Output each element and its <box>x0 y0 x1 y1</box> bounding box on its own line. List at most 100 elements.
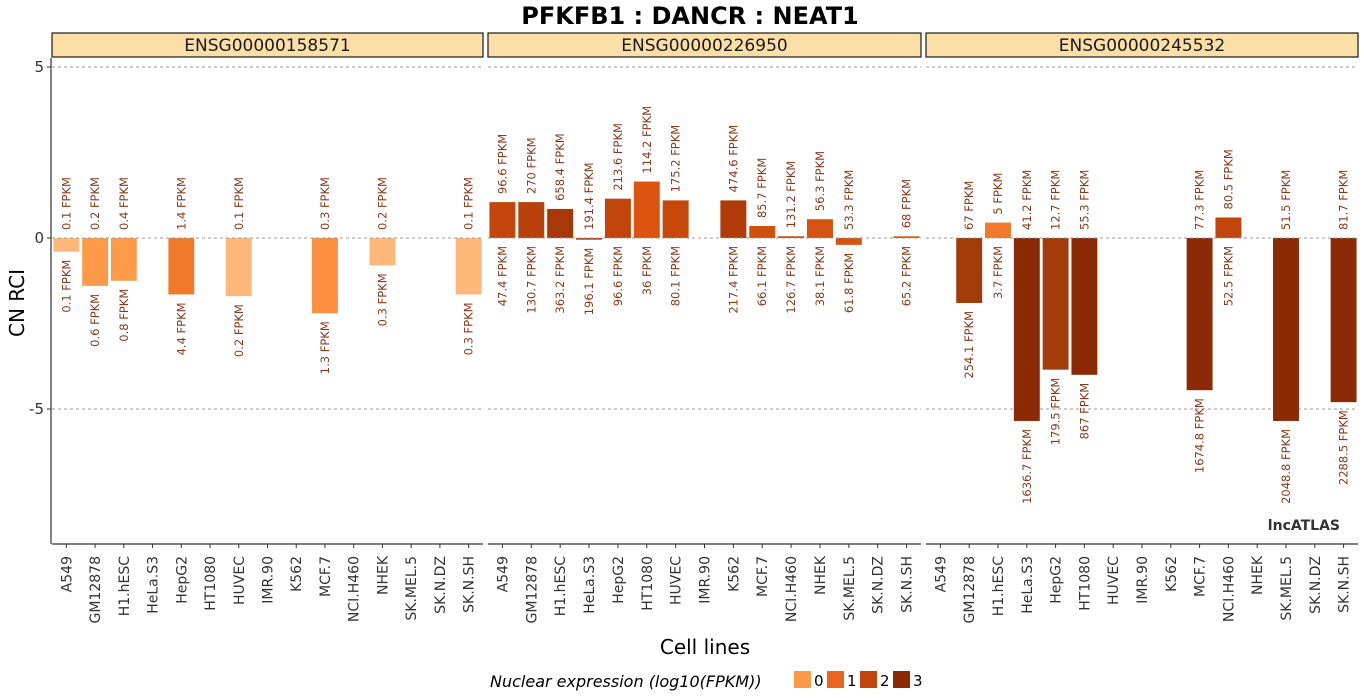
bar-GM12878 <box>82 238 109 286</box>
bar-bottom-label: 52.5 FPKM <box>1221 246 1235 306</box>
bar-HeLa.S3 <box>1013 238 1040 421</box>
panel-ENSG00000226950: ENSG00000226950 A549 GM12878 H1.hESC HeLa.S3… <box>487 32 922 623</box>
bar-bottom-label: 80.1 FPKM <box>669 246 683 306</box>
bar-bottom-label: 47.4 FPKM <box>495 246 509 306</box>
bar-bottom-label: 130.7 FPKM <box>524 246 538 314</box>
x-tick-label: NHEK <box>1250 555 1266 595</box>
bar-bottom-label: 1636.7 FPKM <box>1020 429 1034 504</box>
x-tick-label: H1.hESC <box>991 556 1007 616</box>
bar-top-label: 68 FPKM <box>900 179 914 228</box>
x-tick-label: SK.N.SH <box>900 556 916 613</box>
bar-top-label: 114.2 FPKM <box>640 106 654 174</box>
bar-SK.N.SH <box>455 238 482 295</box>
x-tick-label: K562 <box>726 556 742 592</box>
bar-bottom-label: 38.1 FPKM <box>813 246 827 306</box>
bar-top-label: 0.2 FPKM <box>88 177 102 230</box>
bar-bottom-label: 0.1 FPKM <box>59 260 73 313</box>
bar-H1.hESC <box>547 208 574 238</box>
lncatlas-watermark: lncATLAS <box>1268 518 1340 534</box>
x-tick-label: NCI.H460 <box>784 556 800 622</box>
legend-label: 3 <box>913 672 923 690</box>
bar-HeLa.S3 <box>576 238 603 240</box>
bar-K562 <box>720 200 747 238</box>
x-tick-label: HUVEC <box>1106 556 1122 605</box>
bar-top-label: 77.3 FPKM <box>1193 170 1207 230</box>
facet-panels: ENSG00000158571 A549 GM12878 H1.hESC HeLa.S3… <box>51 32 1359 623</box>
x-tick-label: MCF.7 <box>318 556 334 597</box>
bar-top-label: 0.2 FPKM <box>375 177 389 230</box>
x-tick-label: SK.MEL.5 <box>404 556 420 621</box>
legend-label: 2 <box>880 672 890 690</box>
bar-top-label: 270 FPKM <box>524 137 538 194</box>
bar-top-label: 1.4 FPKM <box>174 177 188 230</box>
bar-NCI.H460 <box>1215 217 1242 238</box>
y-tick-label: 5 <box>34 58 44 76</box>
bar-bottom-label: 0.8 FPKM <box>117 289 131 342</box>
bar-bottom-label: 2048.8 FPKM <box>1279 429 1293 504</box>
legend-title: Nuclear expression (log10(FPKM)) <box>490 672 762 691</box>
bar-HepG2 <box>168 238 195 295</box>
x-tick-label: HepG2 <box>611 556 627 604</box>
x-tick-label: MCF.7 <box>1193 556 1209 597</box>
bar-HT1080 <box>633 181 660 238</box>
bar-bottom-label: 363.2 FPKM <box>553 246 567 314</box>
legend-swatch <box>794 671 811 688</box>
bar-top-label: 658.4 FPKM <box>553 133 567 201</box>
y-axis-title: CN RCI <box>5 269 29 337</box>
x-tick-label: GM12878 <box>962 556 978 623</box>
bar-top-label: 81.7 FPKM <box>1337 170 1351 230</box>
y-axis: 5 0 -5 <box>29 58 52 544</box>
y-tick-label: 0 <box>34 229 44 247</box>
x-tick-label: SK.MEL.5 <box>842 556 858 621</box>
bar-H1.hESC <box>985 222 1011 238</box>
x-tick-label: HT1080 <box>203 556 219 611</box>
bar-bottom-label: 96.6 FPKM <box>611 246 625 306</box>
bar-top-label: 80.5 FPKM <box>1221 149 1235 209</box>
bar-bottom-label: 36 FPKM <box>640 246 654 295</box>
x-tick-label: HeLa.S3 <box>146 556 162 614</box>
bar-A549 <box>489 202 516 238</box>
bar-bottom-label: 0.2 FPKM <box>232 304 246 357</box>
bar-SK.MEL.5 <box>835 238 862 245</box>
bar-top-label: 0.1 FPKM <box>232 177 246 230</box>
bar-bottom-label: 0.3 FPKM <box>462 302 476 355</box>
x-tick-label: HeLa.S3 <box>582 556 598 614</box>
strip-header <box>925 32 1359 58</box>
bar-bottom-label: 65.2 FPKM <box>900 246 914 306</box>
bar-top-label: 0.3 FPKM <box>318 177 332 230</box>
x-tick-label: IMR.90 <box>698 556 714 604</box>
bar-NHEK <box>806 219 833 238</box>
bar-GM12878 <box>956 238 983 303</box>
x-tick-label: SK.N.SH <box>1337 556 1353 613</box>
bar-HepG2 <box>1042 238 1069 370</box>
bar-top-label: 12.7 FPKM <box>1049 170 1063 230</box>
x-tick-label: SK.N.DZ <box>433 556 449 614</box>
bar-bottom-label: 196.1 FPKM <box>582 248 596 316</box>
panel-ENSG00000245532: ENSG00000245532 A549 GM12878 H1.hESC HeLa.S3… <box>925 32 1359 623</box>
bar-top-label: 85.7 FPKM <box>755 158 769 218</box>
x-tick-label: IMR.90 <box>1135 556 1151 604</box>
x-tick-label: NHEK <box>813 555 829 595</box>
bar-HUVEC <box>662 200 689 238</box>
x-tick-label: HT1080 <box>1077 556 1093 611</box>
bar-SK.MEL.5 <box>1273 238 1299 421</box>
x-tick-label: IMR.90 <box>261 556 277 604</box>
bar-top-label: 96.6 FPKM <box>495 134 509 194</box>
bar-A549 <box>53 238 80 252</box>
strip-label: ENSG00000226950 <box>621 36 787 56</box>
x-tick-label: SK.N.DZ <box>871 556 887 614</box>
bar-GM12878 <box>518 202 545 238</box>
bar-bottom-label: 4.4 FPKM <box>174 302 188 355</box>
bar-bottom-label: 126.7 FPKM <box>784 246 798 314</box>
x-tick-label: MCF.7 <box>755 556 771 597</box>
bar-top-label: 67 FPKM <box>962 181 976 230</box>
x-tick-label: NCI.H460 <box>1221 556 1237 622</box>
chart-title: PFKFB1 : DANCR : NEAT1 <box>521 2 859 30</box>
strip-header <box>487 32 922 58</box>
x-tick-label: HepG2 <box>1049 556 1065 604</box>
x-tick-label: A549 <box>59 556 75 592</box>
x-tick-label: GM12878 <box>524 556 540 623</box>
bar-bottom-label: 61.8 FPKM <box>842 253 856 313</box>
bar-SK.N.SH <box>893 236 920 238</box>
